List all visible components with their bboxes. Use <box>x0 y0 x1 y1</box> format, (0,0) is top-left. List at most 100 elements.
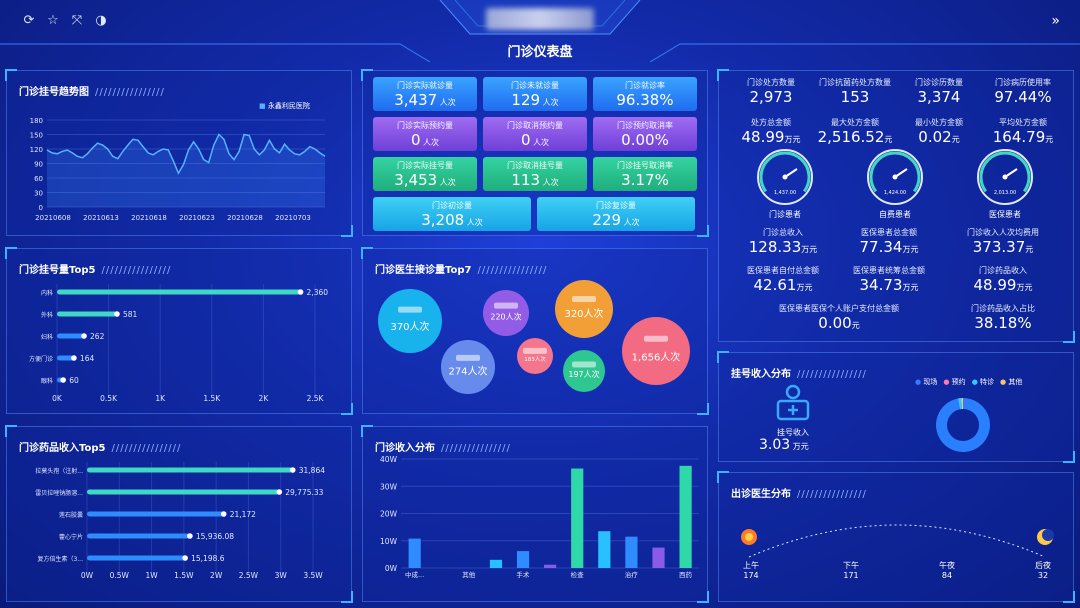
fullscreen-icon[interactable]: ⤧ <box>71 13 83 28</box>
shift-item: 午夜 84 <box>939 561 955 580</box>
y-tick-label: 40W <box>380 455 398 464</box>
shift-item: 下午 171 <box>843 561 859 580</box>
kpi-value: 3,453 人次 <box>394 171 456 189</box>
reg-top5-panel: 门诊挂号量Top5//////////////// 0K 0.5K 1K 1.5K 2K… <box>5 247 353 415</box>
refresh-icon[interactable]: ⟳ <box>23 13 35 28</box>
kpi-label: 门诊就诊率 <box>625 81 665 90</box>
drug-top5-panel: 门诊药品收入Top5//////////////// 0W 0.5W 1W 1.5W 2… <box>5 425 353 603</box>
kpi-value: 113 人次 <box>511 171 559 189</box>
income-dist-panel: 门诊收入分布//////////////// 0W 10W 20W 30W 40W 中成.… <box>361 425 709 603</box>
trend-area <box>47 134 325 207</box>
trend-chart: 0 30 60 90 120 150 180 20210608 20210613 20210618… <box>30 117 326 222</box>
doctor-bubble <box>378 289 442 353</box>
y-tick-label: 180 <box>30 117 43 125</box>
category-label: 中成... <box>405 570 424 579</box>
gauge-ring <box>867 149 923 205</box>
income-stat: 医保患者统筹总金额 34.73万元 <box>853 266 925 294</box>
doctor-name-blurred <box>456 354 480 361</box>
bar <box>625 536 638 568</box>
income-stat: 门诊药品收入 48.99万元 <box>973 266 1033 294</box>
gauge-arc <box>759 151 811 193</box>
panel-title: 门诊挂号趋势图//////////////// <box>19 87 165 98</box>
category-label: 治疗 <box>625 570 639 579</box>
doctor-bubble-chart: 370人次 274人次 220人次 183人次 197人次 320人次 1,656人次 <box>378 280 690 394</box>
bar-end <box>71 355 77 361</box>
bar-end <box>220 511 227 517</box>
category-label: 藿心宁片 <box>59 533 83 541</box>
kpi-label: 门诊实际挂号量 <box>397 161 453 170</box>
doctor-count-label: 1,656人次 <box>632 351 681 364</box>
doctor-name-blurred <box>572 361 596 368</box>
doctor-bubble <box>483 290 529 336</box>
hospital-icon <box>776 384 810 421</box>
bar-end <box>114 311 120 317</box>
kpi-value: 3,437 人次 <box>394 91 456 109</box>
kpi-label: 门诊实际预约量 <box>397 121 453 130</box>
bar <box>87 489 280 495</box>
data-label: 15,198.6 <box>191 554 225 563</box>
kpi-value: 96.38% <box>616 91 674 109</box>
y-tick-label: 0W <box>385 564 398 573</box>
kpi-label: 门诊取消预约量 <box>507 121 563 130</box>
star-icon[interactable]: ☆ <box>47 13 59 28</box>
kpi-label: 门诊实际就诊量 <box>397 81 453 90</box>
panel-title: 出诊医生分布//////////////// <box>731 489 867 500</box>
kpi-card: 门诊挂号取消率 3.17% <box>593 157 697 191</box>
data-label: 29,775.33 <box>285 488 323 497</box>
category-label: 内科 <box>41 289 53 297</box>
data-label: 262 <box>90 332 105 341</box>
kpi-card: 门诊取消预约量 0 人次 <box>483 117 587 151</box>
doctor-top7-panel: 门诊医生接诊量Top7//////////////// 370人次 274人次 22… <box>361 247 709 415</box>
bar <box>87 511 224 517</box>
collapse-icon[interactable]: » <box>1051 13 1060 29</box>
x-tick-label: 1K <box>155 394 166 403</box>
y-tick-label: 20W <box>380 510 398 519</box>
panel-title: 门诊收入分布//////////////// <box>375 443 511 454</box>
panel-title: 门诊医生接诊量Top7//////////////// <box>375 265 548 276</box>
gauge-label: 医保患者 <box>989 210 1021 219</box>
kpi-card: 门诊取消挂号量 113 人次 <box>483 157 587 191</box>
shift-item: 后夜 32 <box>1035 561 1051 580</box>
bar <box>516 551 530 568</box>
data-label: 164 <box>80 354 95 363</box>
reg-top5-chart: 0K 0.5K 1K 1.5K 2K 2.5K 内科 2,360 外科 581 妇科 262 方便门诊 1… <box>29 284 328 403</box>
x-tick-label: 20210618 <box>131 214 167 222</box>
income-stat: 医保患者医保个人账户支付总金额 0.00元 <box>779 304 899 332</box>
x-tick-label: 2.5K <box>307 394 325 403</box>
y-tick-label: 150 <box>30 132 43 140</box>
gauge-label: 门诊患者 <box>769 210 801 219</box>
rx-stat: 平均处方金额 164.79元 <box>992 118 1054 146</box>
panel-title: 门诊药品收入Top5//////////////// <box>19 443 182 454</box>
income-stat: 门诊药品收入占比 38.18% <box>971 304 1035 332</box>
kpi-label: 门诊挂号取消率 <box>617 161 673 170</box>
stats-panel: 门诊处方数量 2,973 门诊抗菌药处方数量 153 门诊诊历数量 3,374 门诊病历使用… <box>717 69 1075 343</box>
rx-stat: 门诊诊历数量 3,374 <box>915 78 963 106</box>
kpi-card: 门诊实际就诊量 3,437 人次 <box>373 77 477 111</box>
rx-stat: 处方总金额 48.99万元 <box>741 118 801 146</box>
x-tick-label: 2K <box>259 394 270 403</box>
kpi-card: 门诊预约取消率 0.00% <box>593 117 697 151</box>
income-dist-chart: 0W 10W 20W 30W 40W 中成... 其他 手术 检查 治疗 西药 <box>380 455 699 579</box>
kpi-card: 门诊复诊量 229 人次 <box>537 197 695 231</box>
bar <box>57 289 301 295</box>
y-tick-label: 30 <box>34 190 43 198</box>
doctor-bubble <box>441 340 495 394</box>
y-tick-label: 120 <box>30 146 43 154</box>
x-tick-label: 0.5K <box>100 394 118 403</box>
reg-income-label: 挂号收入 <box>777 428 809 437</box>
kpi-label: 门诊预约取消率 <box>617 121 673 130</box>
doctor-name-blurred <box>398 306 422 313</box>
theme-icon[interactable]: ◑ <box>95 13 107 28</box>
y-tick-label: 30W <box>380 482 398 491</box>
gauges: 1,437.00 1,424.00 2,013.00 <box>757 149 1033 205</box>
income-stat: 门诊收入人次均费用 373.37元 <box>967 228 1039 256</box>
shift-item: 上午 174 <box>743 561 759 580</box>
category-label: 莲石胶囊 <box>59 511 83 519</box>
page-title: 门诊仪表盘 <box>507 45 573 60</box>
category-label: 西药 <box>679 570 693 579</box>
x-tick-label: 3W <box>275 571 288 580</box>
doctor-count-label: 183人次 <box>524 355 546 363</box>
gauge-value: 1,424.00 <box>884 190 906 196</box>
bar <box>87 467 293 473</box>
bar <box>87 555 186 561</box>
